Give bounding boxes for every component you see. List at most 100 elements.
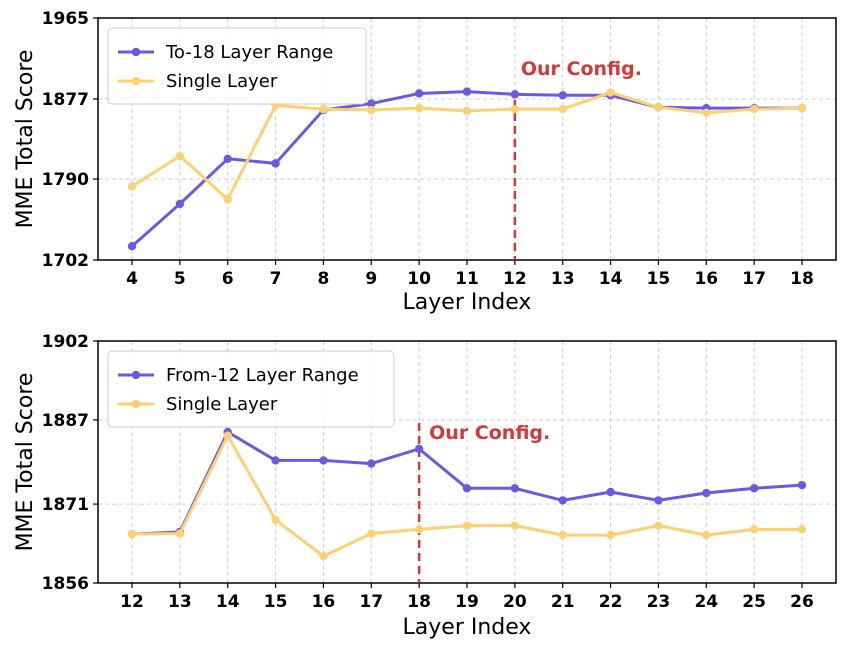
y-tick-label: 1790 xyxy=(42,170,89,190)
x-tick-label: 15 xyxy=(647,269,671,289)
x-tick-label: 23 xyxy=(647,592,671,612)
data-point xyxy=(367,459,376,468)
data-point xyxy=(462,106,472,116)
data-point xyxy=(558,104,567,114)
data-point xyxy=(606,487,615,497)
x-tick-label: 24 xyxy=(694,592,718,612)
data-point xyxy=(175,151,185,161)
data-point xyxy=(510,104,520,114)
data-point xyxy=(223,195,232,204)
data-point xyxy=(462,521,472,530)
y-tick-label: 1856 xyxy=(42,574,89,594)
data-point xyxy=(510,521,520,530)
legend-label: Single Layer xyxy=(166,71,278,92)
x-tick-label: 22 xyxy=(599,592,623,612)
x-tick-label: 9 xyxy=(365,269,377,289)
x-axis-title: Layer Index xyxy=(403,615,532,640)
data-point xyxy=(319,551,328,561)
data-point xyxy=(749,104,759,114)
x-tick-label: 18 xyxy=(790,269,814,289)
x-tick-label: 17 xyxy=(359,592,383,612)
data-point xyxy=(414,444,424,454)
x-axis-title: Layer Index xyxy=(403,290,532,315)
config-label: Our Config. xyxy=(429,422,550,444)
x-tick-label: 5 xyxy=(174,269,186,289)
legend-swatch-marker xyxy=(131,399,141,409)
data-point xyxy=(319,456,328,465)
data-point xyxy=(175,529,185,538)
data-point xyxy=(797,480,807,490)
x-tick-label: 17 xyxy=(742,269,766,289)
data-point xyxy=(462,484,472,493)
y-tick-label: 1902 xyxy=(42,332,89,352)
x-tick-label: 13 xyxy=(168,592,192,612)
data-point xyxy=(558,530,567,540)
x-tick-label: 7 xyxy=(270,269,282,289)
data-point xyxy=(654,496,663,505)
x-tick-label: 19 xyxy=(455,592,479,612)
y-tick-label: 1887 xyxy=(42,411,89,431)
data-point xyxy=(414,525,424,534)
data-point xyxy=(702,488,711,498)
y-tick-label: 1702 xyxy=(42,251,89,271)
legend-label: From-12 Layer Range xyxy=(166,365,359,386)
bottom-chart: 12 13 14 15 16 17 18 19 20 21 22 23 24 25 26 1856 1871 18… xyxy=(13,332,837,640)
data-point xyxy=(414,103,424,113)
data-point xyxy=(797,103,807,113)
data-point xyxy=(175,199,185,209)
legend-swatch-marker xyxy=(131,76,141,86)
data-point xyxy=(367,529,376,538)
data-point xyxy=(558,91,567,100)
x-tick-label: 20 xyxy=(503,592,527,612)
x-tick-label: 4 xyxy=(126,269,138,289)
x-tick-label: 21 xyxy=(551,592,575,612)
data-point xyxy=(127,241,137,251)
x-tick-label: 14 xyxy=(216,592,240,612)
y-axis-title: MME Total Score xyxy=(13,373,38,552)
data-point xyxy=(510,484,520,493)
y-axis-title: MME Total Score xyxy=(13,50,38,229)
x-tick-label: 12 xyxy=(120,592,144,612)
legend-label: To-18 Layer Range xyxy=(165,42,333,63)
data-point xyxy=(606,88,615,97)
data-point xyxy=(702,530,711,540)
data-point xyxy=(797,525,807,534)
legend-swatch-marker xyxy=(131,370,141,380)
x-tick-label: 26 xyxy=(790,592,814,612)
data-point xyxy=(271,456,280,465)
data-point xyxy=(749,525,759,534)
data-point xyxy=(319,104,328,114)
data-point xyxy=(654,103,663,112)
y-tick-label: 1877 xyxy=(42,90,89,110)
legend-box xyxy=(107,350,395,428)
data-point xyxy=(462,87,472,96)
x-tick-label: 11 xyxy=(455,269,479,289)
data-point xyxy=(127,182,137,191)
x-tick-label: 8 xyxy=(318,269,330,289)
data-point xyxy=(510,90,520,99)
data-point xyxy=(271,159,280,168)
data-point xyxy=(223,154,232,163)
data-point xyxy=(414,89,424,98)
data-point xyxy=(702,108,711,117)
x-tick-label: 12 xyxy=(503,269,527,289)
x-tick-label: 6 xyxy=(222,269,234,289)
y-tick-label: 1871 xyxy=(42,495,89,515)
data-point xyxy=(654,521,663,530)
config-label: Our Config. xyxy=(521,58,642,80)
legend-swatch-marker xyxy=(131,47,141,57)
data-point xyxy=(223,431,232,440)
data-point xyxy=(367,105,376,115)
y-tick-label: 1965 xyxy=(42,9,89,29)
data-point xyxy=(271,515,280,525)
x-tick-label: 14 xyxy=(599,269,623,289)
legend-label: Single Layer xyxy=(166,394,278,415)
data-point xyxy=(127,529,137,539)
data-point xyxy=(749,484,759,493)
x-tick-label: 10 xyxy=(407,269,431,289)
x-tick-label: 25 xyxy=(742,592,766,612)
x-tick-label: 16 xyxy=(694,269,718,289)
x-tick-label: 16 xyxy=(312,592,336,612)
